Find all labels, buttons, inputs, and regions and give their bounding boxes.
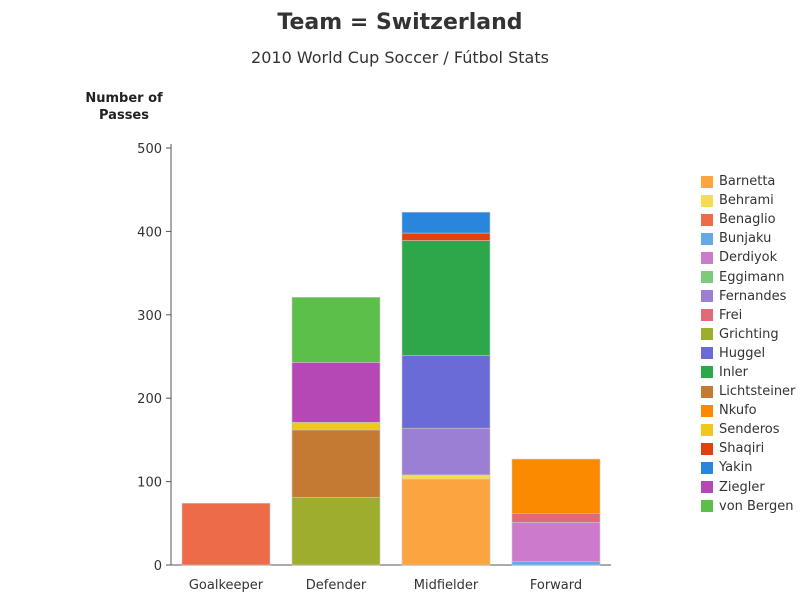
legend-item[interactable]: Barnetta xyxy=(701,172,795,191)
bar-segment[interactable] xyxy=(401,240,491,356)
legend-label: Senderos xyxy=(719,422,780,438)
y-tick-label: 300 xyxy=(137,309,162,324)
legend-item[interactable]: Bunjaku xyxy=(701,229,795,248)
chart-title: Team = Switzerland xyxy=(277,10,523,35)
legend-swatch xyxy=(701,481,713,494)
bar-segment[interactable] xyxy=(511,458,601,514)
legend-swatch xyxy=(701,404,713,417)
x-tick-label: Forward xyxy=(530,578,582,593)
y-axis-label: Number of Passes xyxy=(85,91,163,123)
legend-label: Derdiyok xyxy=(719,250,778,266)
legend-label: Fernandes xyxy=(719,288,787,304)
bar-segment[interactable] xyxy=(291,422,381,431)
legend-label: Nkufo xyxy=(719,403,757,419)
legend-label: Barnetta xyxy=(719,174,776,190)
chart-legend: Barnetta Behrami Benaglio Bunjaku Derdiyok Eg… xyxy=(701,172,795,516)
legend-label: Eggimann xyxy=(719,269,785,285)
legend-item[interactable]: Derdiyok xyxy=(701,248,795,267)
legend-swatch xyxy=(701,347,713,360)
legend-swatch xyxy=(701,366,713,379)
legend-label: von Bergen xyxy=(719,498,794,514)
legend-label: Huggel xyxy=(719,345,766,361)
legend-label: Frei xyxy=(719,307,743,323)
y-tick-label: 0 xyxy=(154,559,162,574)
x-tick-label: Goalkeeper xyxy=(189,578,264,593)
legend-item[interactable]: Behrami xyxy=(701,191,795,210)
legend-item[interactable]: Lichtsteiner xyxy=(701,382,795,401)
legend-item[interactable]: von Bergen xyxy=(701,497,795,516)
legend-swatch xyxy=(701,423,713,436)
legend-item[interactable]: Fernandes xyxy=(701,287,795,306)
legend-swatch xyxy=(701,309,713,322)
legend-swatch xyxy=(701,500,713,513)
bar-segment[interactable] xyxy=(291,362,381,423)
legend-item[interactable]: Frei xyxy=(701,306,795,325)
y-tick-label: 400 xyxy=(137,225,162,240)
legend-item[interactable]: Shaqiri xyxy=(701,439,795,458)
bar-segment[interactable] xyxy=(181,502,271,566)
legend-swatch xyxy=(701,175,713,188)
legend-label: Lichtsteiner xyxy=(719,384,796,400)
bar-segment[interactable] xyxy=(401,211,491,234)
legend-swatch xyxy=(701,213,713,226)
y-tick-label: 100 xyxy=(137,476,162,491)
legend-item[interactable]: Grichting xyxy=(701,325,795,344)
chart-subtitle: 2010 World Cup Soccer / Fútbol Stats xyxy=(251,48,549,67)
bar-segment[interactable] xyxy=(401,355,491,429)
legend-swatch xyxy=(701,271,713,284)
x-tick-label: Defender xyxy=(306,578,367,593)
legend-swatch xyxy=(701,194,713,207)
legend-label: Behrami xyxy=(719,193,774,209)
legend-swatch xyxy=(701,461,713,474)
bar-segment[interactable] xyxy=(511,512,601,523)
legend-item[interactable]: Eggimann xyxy=(701,267,795,286)
legend-label: Ziegler xyxy=(719,479,765,495)
legend-item[interactable]: Yakin xyxy=(701,458,795,477)
legend-item[interactable]: Huggel xyxy=(701,344,795,363)
legend-label: Bunjaku xyxy=(719,231,772,247)
bar-segment[interactable] xyxy=(401,474,491,480)
bar-segment[interactable] xyxy=(291,429,381,498)
legend-item[interactable]: Benaglio xyxy=(701,210,795,229)
legend-item[interactable]: Ziegler xyxy=(701,478,795,497)
y-tick-label: 200 xyxy=(137,392,162,407)
legend-swatch xyxy=(701,251,713,264)
legend-label: Benaglio xyxy=(719,212,776,228)
bar-segment[interactable] xyxy=(401,478,491,566)
legend-item[interactable]: Inler xyxy=(701,363,795,382)
legend-label: Inler xyxy=(719,364,749,380)
bar-segment[interactable] xyxy=(291,497,381,566)
bar-segment[interactable] xyxy=(401,232,491,241)
legend-label: Grichting xyxy=(719,326,779,342)
legend-swatch xyxy=(701,385,713,398)
legend-item[interactable]: Senderos xyxy=(701,420,795,439)
bar-segment[interactable] xyxy=(291,296,381,363)
y-tick-label: 500 xyxy=(137,142,162,157)
x-tick-label: Midfielder xyxy=(414,578,479,593)
legend-swatch xyxy=(701,290,713,303)
bar-segment[interactable] xyxy=(401,427,491,476)
legend-label: Shaqiri xyxy=(719,441,765,457)
legend-item[interactable]: Nkufo xyxy=(701,401,795,420)
legend-swatch xyxy=(701,232,713,245)
legend-swatch xyxy=(701,328,713,341)
legend-swatch xyxy=(701,442,713,455)
bar-segment[interactable] xyxy=(511,522,601,562)
legend-label: Yakin xyxy=(719,460,753,476)
bar-segment[interactable] xyxy=(511,561,601,566)
